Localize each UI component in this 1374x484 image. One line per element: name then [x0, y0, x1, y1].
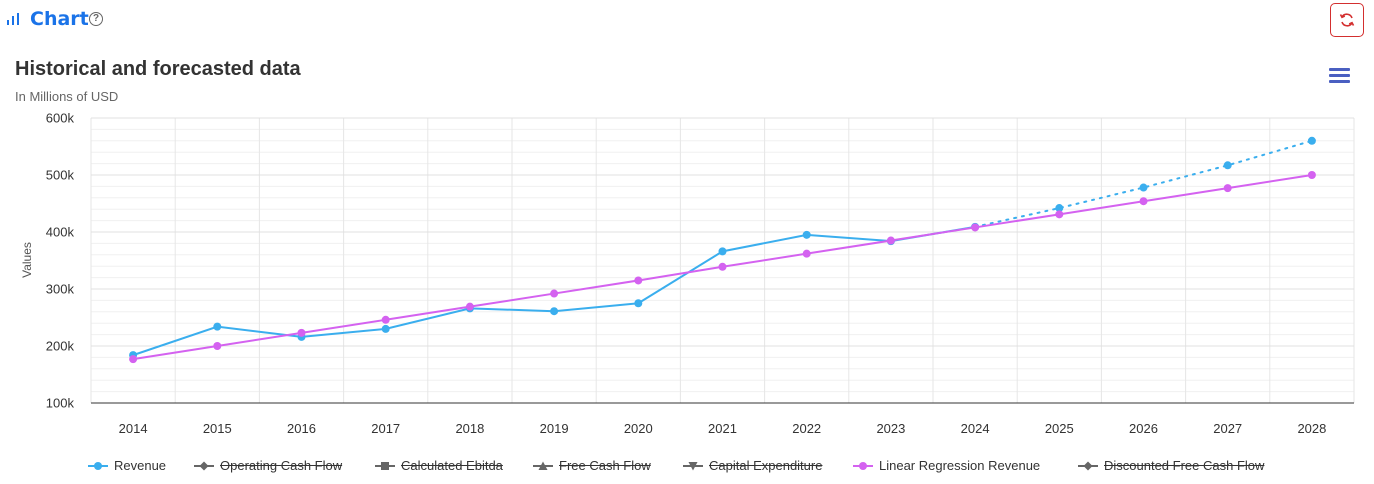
legend-label: Free Cash Flow [559, 458, 651, 473]
legend-marker-circle-icon [853, 459, 873, 473]
y-tick-label: 100k [46, 396, 75, 411]
revenue-forecast-line [974, 139, 1313, 228]
chart-menu-button[interactable] [1329, 68, 1350, 86]
line-chart: 100k 200k 300k 400k 500k 600k 2014 2015 2016 2017… [20, 111, 1355, 436]
legend-label: Capital Expenditure [709, 458, 823, 473]
revenue-point [1139, 183, 1148, 192]
y-tick-label: 300k [46, 282, 75, 297]
revenue-point [1055, 204, 1064, 213]
legend-label: Revenue [114, 458, 167, 473]
hamburger-menu-icon-bar [1329, 68, 1350, 71]
help-icon[interactable]: ? [89, 12, 103, 26]
x-tick-label: 2022 [792, 421, 821, 436]
refresh-icon [1339, 13, 1355, 27]
x-tick-label: 2028 [1297, 421, 1326, 436]
revenue-point [550, 307, 559, 316]
chart-header: Chart ? [0, 0, 1374, 44]
revenue-point [1307, 136, 1316, 145]
legend-label: Calculated Ebitda [401, 458, 503, 473]
grid [90, 117, 1355, 404]
y-tick-label: 400k [46, 225, 75, 240]
legend-marker-square-icon [375, 459, 395, 473]
y-tick-label: 600k [46, 111, 75, 126]
chart-subtitle: In Millions of USD [15, 89, 119, 104]
linear-regression-revenue-point [465, 302, 474, 311]
x-tick-label: 2020 [624, 421, 653, 436]
legend-marker-triangle-icon [533, 459, 553, 473]
legend-marker-triangle-down-icon [683, 459, 703, 473]
legend-marker-diamond-icon [194, 459, 214, 473]
linear-regression-revenue-point [1055, 210, 1064, 219]
legend-marker-circle-icon [88, 459, 108, 473]
legend-marker-diamond-icon [1078, 459, 1098, 473]
linear-regression-revenue-point [718, 262, 727, 271]
linear-regression-revenue-point [1223, 184, 1232, 193]
chart-legend: Revenue Operating Cash Flow Calculated Ebi… [0, 455, 1374, 477]
refresh-button[interactable] [1330, 3, 1364, 37]
linear-regression-revenue-point [971, 223, 980, 232]
hamburger-menu-icon-bar [1329, 74, 1350, 77]
x-tick-label: 2015 [203, 421, 232, 436]
linear-regression-revenue-point [381, 315, 390, 324]
hamburger-menu-icon-bar [1329, 80, 1350, 83]
axes: 100k 200k 300k 400k 500k 600k 2014 2015 2016 2017… [46, 111, 1354, 436]
x-tick-label: 2023 [876, 421, 905, 436]
x-tick-label: 2021 [708, 421, 737, 436]
y-tick-label: 200k [46, 339, 75, 354]
linear-regression-revenue-point [634, 276, 643, 285]
legend-label: Linear Regression Revenue [879, 458, 1041, 473]
series [129, 136, 1316, 364]
y-tick-label: 500k [46, 168, 75, 183]
revenue-point [634, 299, 643, 308]
revenue-point [213, 322, 222, 331]
linear-regression-revenue-point [1307, 171, 1316, 179]
x-tick-label: 2019 [540, 421, 569, 436]
linear-regression-revenue-point [129, 355, 138, 364]
y-axis-label: Values [20, 242, 34, 278]
legend-label: Discounted Free Cash Flow [1104, 458, 1265, 473]
x-tick-label: 2025 [1045, 421, 1074, 436]
x-tick-label: 2017 [371, 421, 400, 436]
linear-regression-revenue-point [213, 342, 222, 350]
legend-label: Operating Cash Flow [220, 458, 343, 473]
linear-regression-revenue-point [297, 328, 306, 337]
revenue-point [381, 324, 390, 333]
linear-regression-revenue-point [802, 249, 811, 258]
chart-title: Historical and forecasted data [15, 58, 301, 80]
linear-regression-revenue-point [1139, 197, 1148, 206]
x-tick-label: 2027 [1213, 421, 1242, 436]
x-tick-label: 2026 [1129, 421, 1158, 436]
x-tick-label: 2016 [287, 421, 316, 436]
bar-chart-icon [7, 13, 19, 25]
x-tick-label: 2024 [961, 421, 990, 436]
revenue-point [1223, 161, 1232, 170]
revenue-point [718, 247, 727, 256]
linear-regression-revenue-point [550, 289, 559, 298]
linear-regression-revenue-point [886, 236, 895, 245]
x-tick-label: 2018 [455, 421, 484, 436]
x-tick-label: 2014 [119, 421, 148, 436]
app-title: Chart [30, 8, 89, 30]
revenue-point [802, 230, 811, 239]
